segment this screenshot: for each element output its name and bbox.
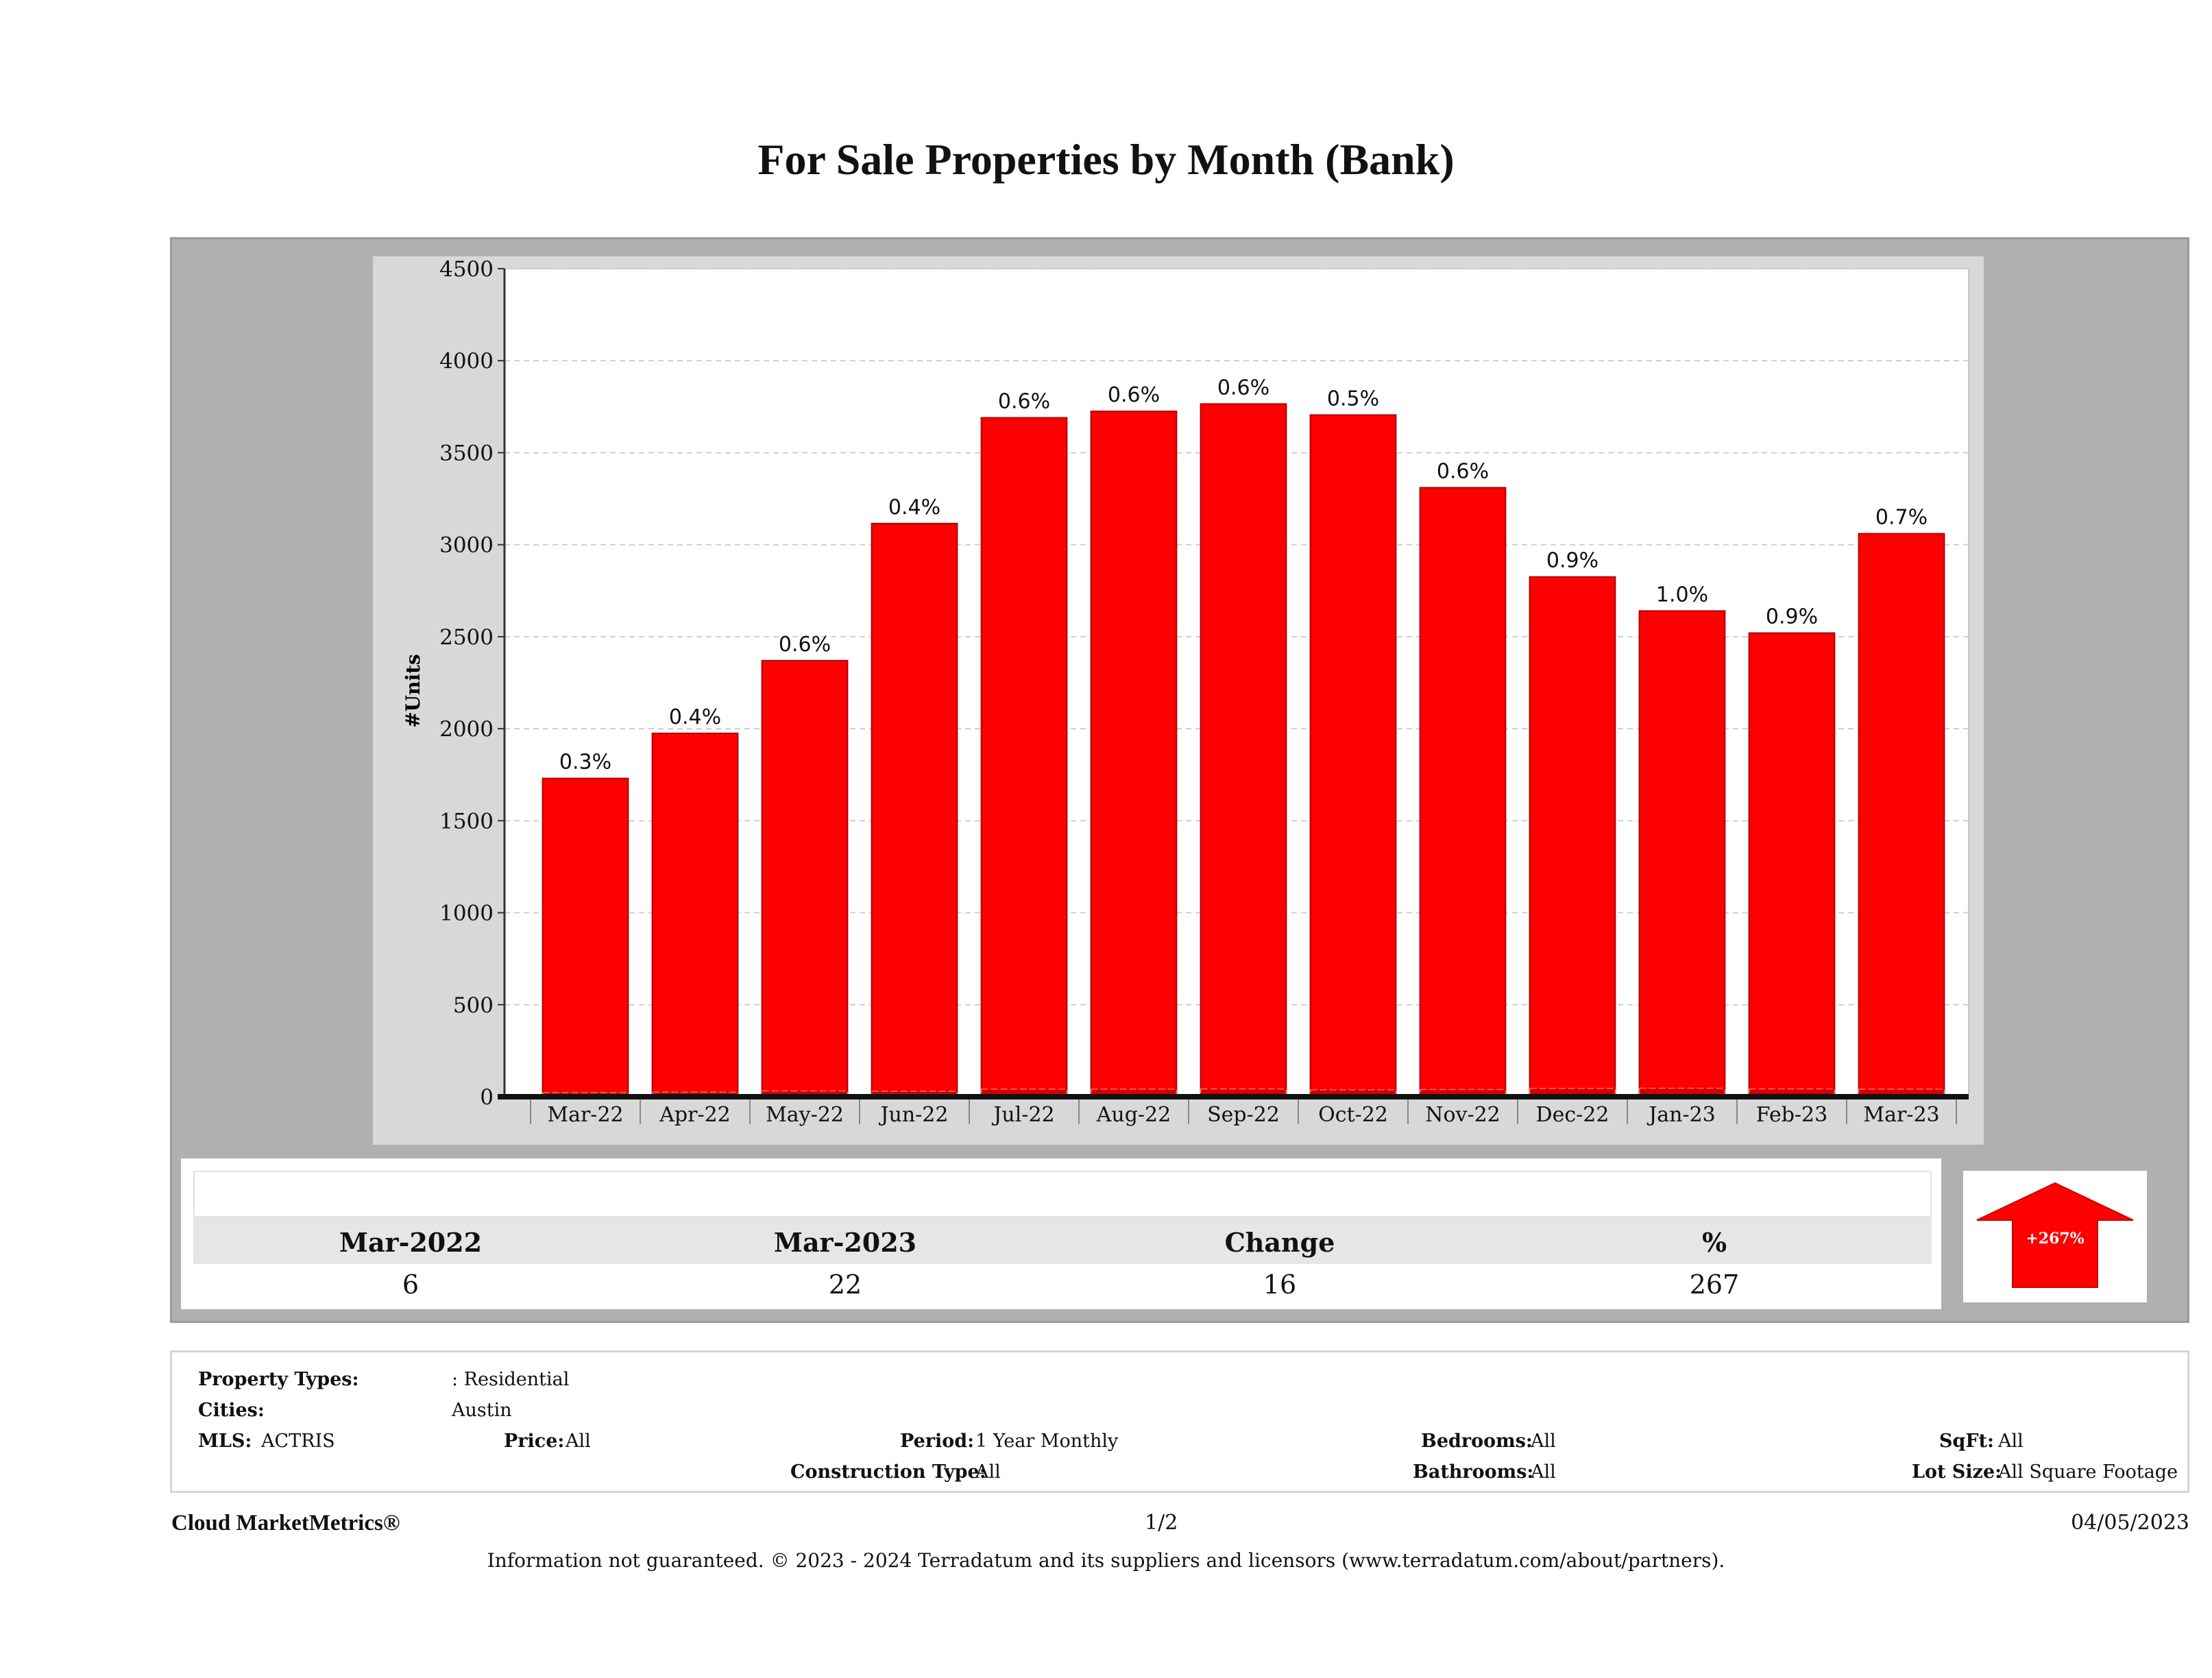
bar-data-label: 1.0%: [1656, 583, 1708, 607]
construction-value: All: [975, 1461, 1001, 1483]
y-tick-label: 4500: [439, 257, 494, 282]
y-tick-label: 0: [480, 1085, 494, 1110]
y-axis-label: #Units: [402, 654, 424, 728]
stats-value-row: 6 22 16 267: [193, 1264, 1932, 1304]
bar-data-label: 0.7%: [1875, 506, 1928, 530]
y-tick-label: 2500: [439, 625, 494, 650]
x-tick-label: Feb-23: [1756, 1103, 1827, 1127]
mls-label: MLS:: [198, 1431, 252, 1452]
bar: [1638, 610, 1726, 1097]
bar: [761, 659, 849, 1097]
bar-data-label: 0.5%: [1327, 387, 1379, 411]
y-tick-label: 1000: [439, 901, 494, 926]
bar: [1309, 414, 1397, 1097]
stats-title-row: [193, 1171, 1932, 1217]
bar: [542, 777, 629, 1097]
stat-value-percent: 267: [1689, 1269, 1740, 1300]
bar-data-label: 0.6%: [1108, 383, 1160, 407]
stats-header-row: Mar-2022 Mar-2023 Change %: [193, 1217, 1932, 1264]
x-tick-label: Mar-22: [547, 1103, 623, 1127]
period-label: Period:: [900, 1431, 975, 1452]
bar: [1419, 487, 1507, 1097]
stat-header-percent: %: [1701, 1227, 1727, 1258]
x-tick-label: Mar-23: [1863, 1103, 1939, 1127]
sqft-value: All: [1998, 1431, 2023, 1452]
bar-data-label: 0.9%: [1546, 549, 1599, 573]
bar: [1200, 403, 1287, 1098]
bar: [871, 522, 958, 1098]
bar-data-label: 0.3%: [559, 751, 611, 775]
stat-header-start: Mar-2022: [339, 1227, 483, 1258]
mls-value: ACTRIS: [261, 1431, 335, 1452]
bar: [1748, 632, 1836, 1097]
disclaimer: Information not guaranteed. © 2023 - 202…: [487, 1549, 1725, 1572]
y-tick-label: 3000: [439, 533, 494, 558]
period-value: 1 Year Monthly: [975, 1431, 1119, 1452]
bar-data-label: 0.9%: [1766, 605, 1818, 629]
change-badge-label: +267%: [2026, 1230, 2084, 1248]
x-tick-label: Apr-22: [659, 1103, 731, 1127]
bathrooms-value: All: [1531, 1461, 1556, 1483]
page-number: 1/2: [1145, 1511, 1178, 1535]
lot-size-value: All Square Footage: [1998, 1461, 2178, 1483]
y-tick-label: 4000: [439, 349, 494, 374]
criteria-box: Property Types: : Residential Cities: Au…: [170, 1350, 2189, 1493]
report-date: 04/05/2023: [2071, 1511, 2189, 1535]
brand-name: Cloud MarketMetrics®: [171, 1511, 400, 1535]
x-tick-label: Jul-22: [991, 1103, 1054, 1127]
construction-label: Construction Type:: [790, 1461, 986, 1483]
x-tick-label: Jun-22: [879, 1103, 949, 1127]
x-tick-label: Dec-22: [1536, 1103, 1609, 1127]
bathrooms-label: Bathrooms:: [1413, 1461, 1534, 1483]
sqft-label: SqFt:: [1939, 1431, 1994, 1452]
x-tick-label: Oct-22: [1318, 1103, 1388, 1127]
bar-data-label: 0.4%: [669, 705, 721, 729]
x-tick-label: Nov-22: [1425, 1103, 1500, 1127]
price-label: Price:: [504, 1431, 565, 1452]
stat-value-change: 16: [1263, 1269, 1297, 1300]
chart-title: For Sale Properties by Month (Bank): [757, 135, 1455, 184]
property-types-label: Property Types:: [198, 1369, 359, 1390]
bedrooms-value: All: [1531, 1431, 1556, 1452]
change-badge: +267%: [1963, 1171, 2147, 1302]
y-tick-label: 2000: [439, 717, 494, 742]
stat-value-end: 22: [828, 1269, 862, 1300]
bar-data-label: 0.6%: [1437, 459, 1489, 483]
stat-value-start: 6: [402, 1269, 420, 1300]
x-tick-label: Aug-22: [1096, 1103, 1171, 1127]
stat-header-change: Change: [1224, 1227, 1335, 1258]
lot-size-label: Lot Size:: [1912, 1461, 2002, 1483]
bar-data-label: 0.4%: [888, 496, 940, 520]
x-tick-label: Jan-23: [1646, 1103, 1716, 1127]
price-value: All: [566, 1431, 591, 1452]
up-arrow-icon: +267%: [1976, 1182, 2134, 1288]
bar-data-label: 0.6%: [998, 389, 1050, 413]
bar: [1529, 576, 1616, 1097]
stat-header-end: Mar-2023: [773, 1227, 917, 1258]
bar: [651, 732, 739, 1097]
bar-data-label: 0.6%: [779, 633, 831, 657]
cities-value: Austin: [452, 1400, 512, 1421]
property-types-value: : Residential: [452, 1369, 570, 1390]
bank-segment: [761, 1090, 849, 1097]
bar: [980, 417, 1068, 1097]
y-tick-label: 1500: [439, 809, 494, 834]
bar-data-label: 0.6%: [1217, 376, 1269, 400]
y-tick-label: 500: [453, 993, 494, 1018]
x-tick-label: Sep-22: [1207, 1103, 1280, 1127]
bar: [1858, 533, 1945, 1097]
x-tick-label: May-22: [766, 1103, 844, 1127]
bedrooms-label: Bedrooms:: [1421, 1431, 1533, 1452]
bar-chart: 0 500 1000 1500 2000 2500 3000 3500 4000 4500 Mar-…: [402, 257, 1969, 1127]
bar: [1090, 411, 1178, 1098]
cities-label: Cities:: [198, 1400, 265, 1421]
y-tick-label: 3500: [439, 441, 494, 465]
